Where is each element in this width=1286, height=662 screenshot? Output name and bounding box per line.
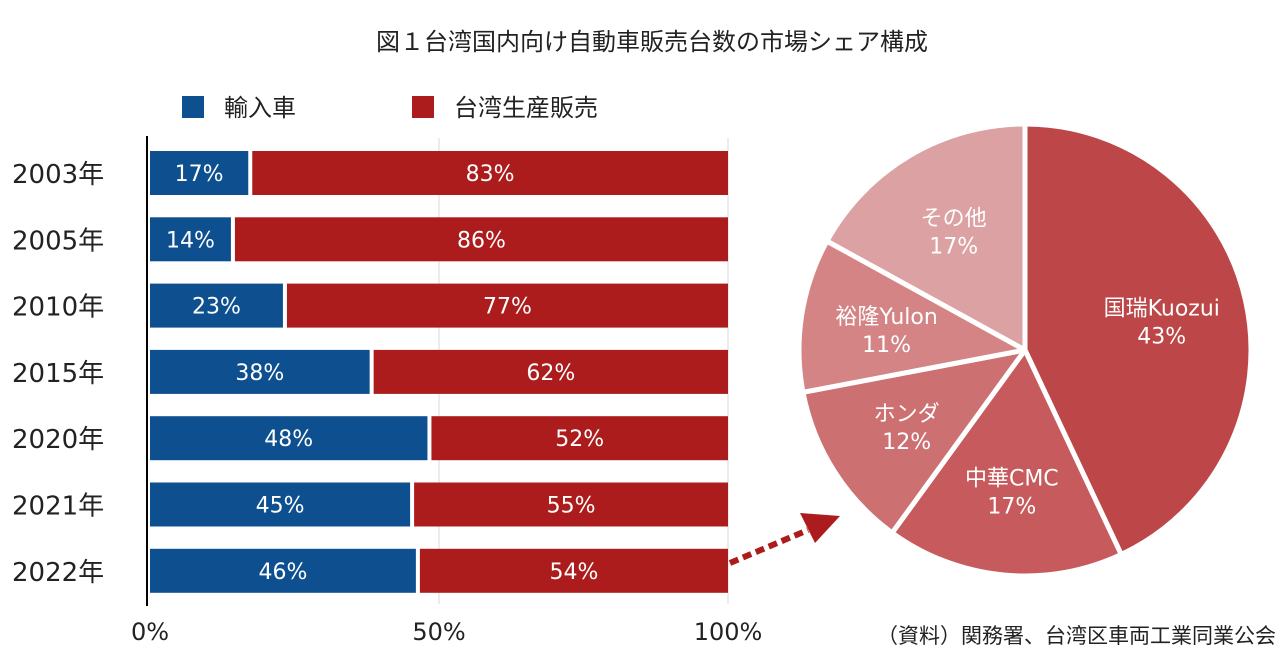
y-tick-label: 2021年 xyxy=(12,492,104,522)
bar-domestic-0 xyxy=(252,151,728,195)
bar-label-domestic-1: 86% xyxy=(457,228,506,253)
bar-imported-5 xyxy=(150,482,411,527)
y-tick-label: 2020年 xyxy=(12,425,104,455)
bar-domestic-2 xyxy=(286,283,728,328)
pie-slice-value-1: 17% xyxy=(987,494,1036,519)
pie-slice-value-4: 17% xyxy=(929,234,978,259)
bar-label-imported-4: 48% xyxy=(264,427,313,452)
pie-slice-value-2: 12% xyxy=(882,430,931,455)
pie-slice-name-2: ホンダ xyxy=(874,402,940,427)
pie-slice-0 xyxy=(1022,121,1254,557)
bar-label-imported-2: 23% xyxy=(192,295,241,320)
bar-label-imported-5: 45% xyxy=(256,494,305,519)
bar-label-domestic-2: 77% xyxy=(483,295,532,320)
y-tick-label: 2003年 xyxy=(12,160,104,190)
y-tick-label: 2022年 xyxy=(12,558,104,588)
pie-slice-2 xyxy=(800,347,1028,536)
bar-label-domestic-4: 52% xyxy=(555,427,604,452)
legend-swatch-domestic xyxy=(412,96,434,118)
pie-slice-value-0: 43% xyxy=(1137,324,1186,349)
bar-imported-6 xyxy=(150,548,416,593)
x-tick-label: 50% xyxy=(412,618,465,646)
pie-slice-name-0: 国瑞Kuozui xyxy=(1104,296,1220,321)
pie-chart: 国瑞Kuozui 43% 中華CMC 17% ホンダ 12% 裕隆Yulon 11% その他 17… xyxy=(796,121,1254,579)
bar-domestic-3 xyxy=(373,349,728,394)
bar-domestic-5 xyxy=(414,482,728,527)
arrow xyxy=(728,513,840,566)
bar-domestic-6 xyxy=(419,548,728,593)
bar-chart: 17% 83% 14% 86% 23% 77% 38% 62% 48% 52% 45% 55% 46% 5… xyxy=(150,151,729,593)
y-tick-label: 2015年 xyxy=(12,359,104,389)
bar-domestic-1 xyxy=(234,217,729,262)
bar-imported-2 xyxy=(150,283,283,328)
pie-slice-3 xyxy=(796,238,1028,395)
bar-imported-3 xyxy=(150,349,370,394)
bar-imported-1 xyxy=(150,217,231,262)
y-tick-labels: 2003年 2005年 2010年 2015年 2020年 2021年 2022年 xyxy=(12,160,104,588)
bar-label-domestic-6: 54% xyxy=(549,560,598,585)
bar-domestic-4 xyxy=(431,416,728,461)
y-tick-label: 2010年 xyxy=(12,293,104,323)
legend-label-domestic: 台湾生産販売 xyxy=(454,94,598,122)
source-note: （資料）関務署、台湾区車両工業同業公会 xyxy=(877,624,1276,648)
pie-slice-1 xyxy=(889,347,1124,579)
x-tick-label: 100% xyxy=(694,618,763,646)
x-tick-labels: 0% 50% 100% xyxy=(131,618,762,646)
bar-label-imported-0: 17% xyxy=(175,162,224,187)
pie-slice-value-3: 11% xyxy=(862,333,911,358)
pie-slice-4 xyxy=(824,121,1028,353)
legend: 輸入車 台湾生産販売 xyxy=(182,94,598,122)
legend-swatch-imported xyxy=(182,96,204,118)
pie-slice-name-4: その他 xyxy=(921,206,987,231)
bar-label-imported-3: 38% xyxy=(235,361,284,386)
bar-label-imported-6: 46% xyxy=(258,560,307,585)
pie-slice-name-3: 裕隆Yulon xyxy=(835,305,937,330)
bar-label-domestic-3: 62% xyxy=(526,361,575,386)
bar-label-imported-1: 14% xyxy=(166,228,215,253)
bar-imported-0 xyxy=(150,151,249,195)
bar-label-domestic-0: 83% xyxy=(466,162,515,187)
pie-slice-name-1: 中華CMC xyxy=(965,466,1059,491)
y-tick-label: 2005年 xyxy=(12,226,104,256)
bar-imported-4 xyxy=(150,416,428,461)
chart-title: 図１台湾国内向け自動車販売台数の市場シェア構成 xyxy=(376,28,928,56)
x-tick-label: 0% xyxy=(131,618,169,646)
legend-label-imported: 輸入車 xyxy=(224,94,296,122)
bar-label-domestic-5: 55% xyxy=(547,494,596,519)
